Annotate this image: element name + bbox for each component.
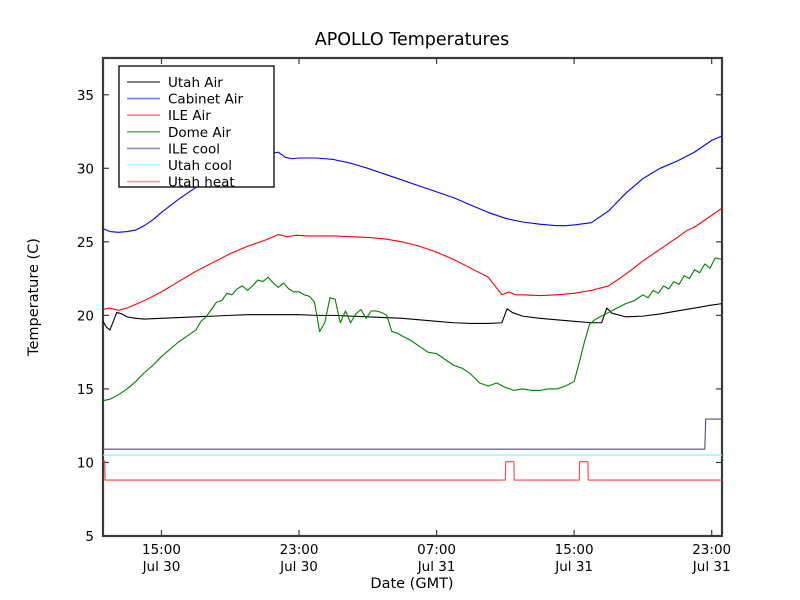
series-line-ile-air bbox=[103, 207, 722, 311]
y-tick-label: 15 bbox=[77, 382, 94, 398]
series-line-ile-cool bbox=[103, 418, 722, 450]
series-line-cabinet-air bbox=[103, 135, 722, 233]
y-tick-label: 10 bbox=[77, 455, 94, 471]
y-axis-label: Temperature (C) bbox=[26, 238, 42, 357]
data-series-group bbox=[103, 135, 722, 481]
legend-label-ile-air: ILE Air bbox=[168, 108, 211, 124]
legend-label-cabinet-air: Cabinet Air bbox=[168, 92, 243, 108]
x-tick-date-label: Jul 30 bbox=[142, 559, 181, 575]
plot-area-frame bbox=[101, 56, 724, 538]
legend-label-utah-cool: Utah cool bbox=[168, 158, 232, 174]
chart-title: APOLLO Temperatures bbox=[315, 30, 509, 50]
series-line-utah-heat bbox=[103, 460, 722, 481]
x-tick-time-label: 07:00 bbox=[417, 542, 456, 558]
x-tick-time-label: 15:00 bbox=[555, 542, 594, 558]
x-tick-date-label: Jul 31 bbox=[692, 559, 731, 575]
legend-label-utah-heat: Utah heat bbox=[168, 175, 235, 191]
y-tick-label: 25 bbox=[77, 235, 94, 251]
legend-label-dome-air: Dome Air bbox=[168, 125, 231, 141]
series-line-dome-air bbox=[103, 257, 722, 402]
y-tick-label: 5 bbox=[85, 529, 94, 545]
x-tick-date-label: Jul 30 bbox=[279, 559, 318, 575]
y-tick-label: 20 bbox=[77, 308, 94, 324]
legend-frame bbox=[118, 65, 275, 188]
x-tick-time-label: 23:00 bbox=[692, 542, 731, 558]
legend-label-ile-cool: ILE cool bbox=[168, 141, 220, 157]
legend-label-utah-air: Utah Air bbox=[168, 75, 223, 91]
y-tick-label: 30 bbox=[77, 161, 94, 177]
x-tick-time-label: 23:00 bbox=[280, 542, 319, 558]
x-axis-label: Date (GMT) bbox=[370, 576, 453, 592]
x-tick-date-label: Jul 31 bbox=[417, 559, 456, 575]
y-tick-label: 35 bbox=[77, 88, 94, 104]
x-tick-time-label: 15:00 bbox=[142, 542, 181, 558]
y-axis-ticks: 5 10 15 20 25 30 35 bbox=[77, 88, 722, 545]
series-line-utah-air bbox=[103, 303, 722, 331]
x-tick-date-label: Jul 31 bbox=[554, 559, 593, 575]
